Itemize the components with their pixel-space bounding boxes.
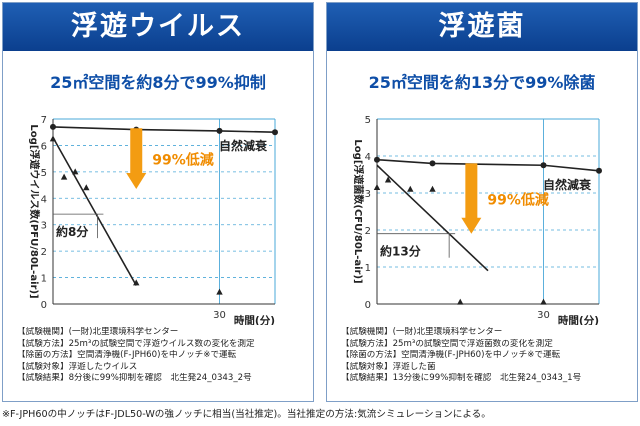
- time-label: 約8分: [56, 224, 88, 239]
- y-tick-label: 1: [365, 263, 371, 274]
- y-axis-label: Log[浮遊菌数(CFU/80L-air)]: [352, 139, 365, 283]
- data-point: [540, 298, 547, 305]
- y-tick-label: 5: [41, 168, 47, 179]
- reduction-label: 99%低減: [487, 192, 549, 209]
- virus-panel: 浮遊ウイルス 25㎡空間を約8分で99%抑制 0 1 2 3 4 5 6 7 30 Log[浮遊ウ…: [2, 2, 314, 402]
- note-line: 【試験機関】(一財)北里環境科学センター: [341, 327, 503, 337]
- data-point: [216, 127, 223, 134]
- series-label: 自然減衰: [543, 177, 592, 192]
- data-point: [374, 156, 380, 163]
- y-tick-label: 3: [365, 189, 371, 200]
- bacteria-panel: 浮遊菌 25㎡空間を約13分で99%除菌 0 1 2 3 4 5 30 Log[浮遊菌数(CF…: [326, 2, 638, 402]
- note-line: 【試験機関】(一財)北里環境科学センター: [17, 327, 179, 337]
- footnote: ※F-JPH60の中ノッチはF-JDL50-Wの強ノッチに相当(当社推定)。当社…: [2, 409, 491, 420]
- panel-title: 浮遊ウイルス: [3, 3, 313, 51]
- data-point: [596, 167, 602, 174]
- reduction-arrow: [126, 128, 147, 190]
- y-tick-label: 2: [365, 226, 371, 237]
- y-tick-label: 6: [41, 141, 47, 152]
- y-axis-label: Log[浮遊ウイルス数(PFU/80L-air)]: [28, 124, 41, 298]
- x-axis-label: 時間(分): [558, 314, 599, 325]
- series-line: [376, 158, 600, 172]
- data-point: [83, 184, 90, 191]
- note-line: 【試験対象】浮遊した菌: [341, 361, 436, 372]
- series-line: [52, 137, 137, 286]
- virus-chart: 0 1 2 3 4 5 6 7 30 Log[浮遊ウイルス数(PFU/80L-air)] 時間(分)…: [28, 115, 278, 325]
- test-notes: 【試験機関】(一財)北里環境科学センター 【試験方法】25m³の試験空間で浮遊ウ…: [17, 327, 307, 385]
- y-tick-label: 4: [41, 194, 47, 205]
- x-tick-label: 30: [537, 310, 550, 321]
- y-tick-label: 0: [365, 300, 371, 311]
- y-tick-label: 1: [41, 274, 47, 285]
- test-notes: 【試験機関】(一財)北里環境科学センター 【試験方法】25m³の試験空間で浮遊菌…: [341, 327, 631, 385]
- note-line: 【除菌の方法】空間清浄機(F-JPH60)を中ノッチ※で運転: [17, 350, 237, 361]
- data-point: [429, 185, 436, 192]
- y-tick-label: 5: [365, 115, 371, 126]
- bacteria-chart: 0 1 2 3 4 5 30 Log[浮遊菌数(CFU/80L-air)] 時間(分) 自然減衰9…: [352, 115, 602, 325]
- x-axis-label: 時間(分): [234, 314, 275, 325]
- x-tick-label: 30: [213, 310, 226, 321]
- note-line: 【試験対象】浮遊したウイルス: [17, 361, 138, 372]
- y-tick-label: 7: [41, 115, 47, 126]
- data-point: [384, 176, 392, 183]
- panel-subtitle: 25㎡空間を約8分で99%抑制: [50, 73, 266, 92]
- y-tick-label: 3: [41, 221, 47, 232]
- y-tick-label: 0: [41, 300, 47, 311]
- note-line: 【試験結果】8分後に99%抑制を確認 北生発24_0343_2号: [17, 373, 252, 384]
- time-label: 約13分: [380, 244, 421, 259]
- data-point: [429, 160, 436, 167]
- series-line: [52, 126, 276, 134]
- data-point: [373, 183, 381, 190]
- panel-subtitle: 25㎡空間を約13分で99%除菌: [368, 73, 596, 92]
- data-point: [60, 173, 68, 180]
- series-line: [376, 164, 489, 272]
- y-tick-label: 2: [41, 247, 47, 258]
- note-line: 【試験方法】25m³の試験空間で浮遊ウイルス数の変化を測定: [17, 338, 255, 349]
- note-line: 【除菌の方法】空間清浄機(F-JPH60)を中ノッチ※で運転: [341, 350, 561, 361]
- y-tick-label: 4: [365, 152, 371, 163]
- data-point: [272, 129, 278, 136]
- data-point: [50, 123, 56, 130]
- data-point: [540, 162, 547, 169]
- note-line: 【試験方法】25m³の試験空間で浮遊菌数の変化を測定: [341, 338, 553, 349]
- panel-title: 浮遊菌: [327, 3, 637, 51]
- data-point: [407, 185, 414, 192]
- data-point: [216, 288, 223, 295]
- reduction-arrow: [461, 163, 482, 234]
- note-line: 【試験結果】13分後に99%抑制を確認 北生発24_0343_1号: [341, 373, 582, 384]
- series-label: 自然減衰: [219, 138, 268, 153]
- reduction-label: 99%低減: [152, 152, 214, 169]
- data-point: [457, 298, 464, 305]
